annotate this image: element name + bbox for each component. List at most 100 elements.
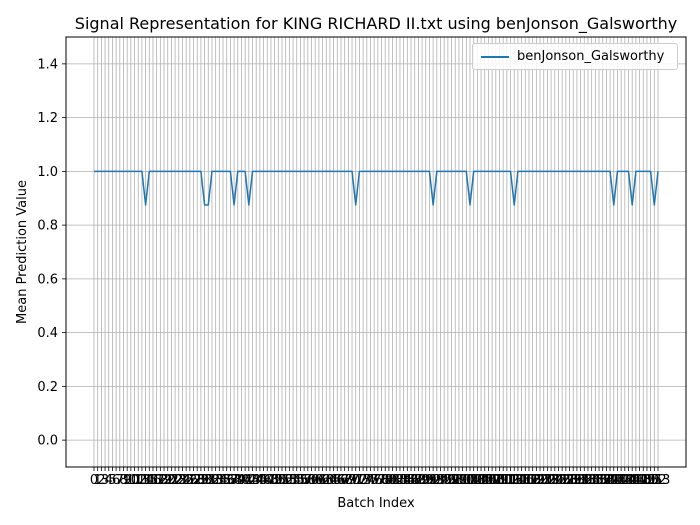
x-tick-label: 136: [583, 473, 608, 488]
x-tick-label: 69: [340, 473, 357, 488]
x-tick-label: 57: [296, 473, 313, 488]
x-tick-label: 84: [395, 473, 412, 488]
x-tick-label: 100: [450, 473, 475, 488]
x-tick-label: 149: [631, 473, 656, 488]
x-tick-label: 83: [392, 473, 409, 488]
x-tick-label: 82: [388, 473, 405, 488]
x-tick-label: 11: [126, 473, 143, 488]
x-tick-label: 65: [325, 473, 342, 488]
x-tick-label: 89: [414, 473, 431, 488]
x-tick-label: 105: [469, 473, 494, 488]
x-tick-label: 131: [564, 473, 589, 488]
x-tick-label: 17: [148, 473, 165, 488]
x-tick-label: 7: [116, 473, 124, 488]
x-tick-label: 90: [417, 473, 434, 488]
x-tick-label: 99: [451, 473, 468, 488]
y-tick-label: 0.4: [37, 326, 58, 341]
x-tick-label: 106: [472, 473, 497, 488]
x-tick-label: 80: [381, 473, 398, 488]
x-tick-label: 49: [266, 473, 283, 488]
x-tick-label: 91: [421, 473, 438, 488]
x-tick-label: 35: [215, 473, 232, 488]
x-tick-label: 6: [112, 473, 120, 488]
x-tick-label: 0: [90, 473, 98, 488]
y-tick-label: 0.2: [37, 380, 58, 395]
x-tick-label: 42: [241, 473, 258, 488]
x-tick-label: 129: [557, 473, 582, 488]
x-tick-label: 14: [137, 473, 154, 488]
x-tick-label: 113: [498, 473, 523, 488]
x-tick-label: 50: [270, 473, 287, 488]
x-tick-label: 73: [355, 473, 372, 488]
x-tick-label: 79: [377, 473, 394, 488]
x-tick-label: 110: [487, 473, 512, 488]
x-tick-label: 107: [476, 473, 501, 488]
x-tick-label: 12: [130, 473, 147, 488]
x-tick-label: 53: [281, 473, 298, 488]
x-tick-label: 24: [174, 473, 191, 488]
x-tick-label: 47: [259, 473, 276, 488]
x-tick-label: 52: [277, 473, 294, 488]
x-tick-label: 138: [590, 473, 615, 488]
x-tick-label: 44: [248, 473, 265, 488]
x-tick-label: 130: [561, 473, 586, 488]
series-layer: [94, 170, 659, 206]
x-tick-label: 71: [347, 473, 364, 488]
x-tick-label: 77: [370, 473, 387, 488]
y-tick-label: 1.0: [37, 165, 58, 180]
x-tick-label: 15: [141, 473, 158, 488]
x-tick-label: 135: [579, 473, 604, 488]
x-tick-label: 153: [646, 473, 671, 488]
x-tick-label: 59: [303, 473, 320, 488]
x-tick-label: 121: [528, 473, 553, 488]
x-tick-label: 20: [159, 473, 176, 488]
x-tick-label: 18: [152, 473, 169, 488]
x-tick-label: 41: [237, 473, 254, 488]
x-tick-label: 92: [425, 473, 442, 488]
x-tick-label: 150: [635, 473, 660, 488]
x-tick-label: 4: [105, 473, 113, 488]
x-tick-label: 48: [263, 473, 280, 488]
plot-frame: [65, 36, 687, 468]
y-tick-label: 0.8: [37, 219, 58, 234]
x-tick-label: 109: [483, 473, 508, 488]
legend-swatch: [481, 56, 509, 58]
x-tick-label: 112: [494, 473, 519, 488]
x-tick-label: 31: [200, 473, 217, 488]
x-tick-label: 74: [359, 473, 376, 488]
x-tick-label: 140: [598, 473, 623, 488]
chart-title: Signal Representation for KING RICHARD I…: [75, 14, 677, 34]
x-tick-label: 8: [119, 473, 127, 488]
y-axis-label: Mean Prediction Value: [15, 180, 30, 324]
x-tick-label: 93: [429, 473, 446, 488]
x-tick-label: 33: [207, 473, 224, 488]
x-tick-label: 30: [196, 473, 213, 488]
x-tick-label: 108: [480, 473, 505, 488]
x-tick-label: 94: [432, 473, 449, 488]
x-tick-label: 148: [627, 473, 652, 488]
x-tick-label: 26: [182, 473, 199, 488]
x-tick-label: 38: [226, 473, 243, 488]
x-tick-label: 147: [623, 473, 648, 488]
grid-lines: [66, 37, 686, 467]
legend-label: benJonson_Galsworthy: [517, 49, 665, 64]
x-tick-label: 51: [274, 473, 291, 488]
x-tick-label: 75: [362, 473, 379, 488]
x-tick-label: 34: [211, 473, 228, 488]
x-tick-label: 132: [568, 473, 593, 488]
x-tick-label: 19: [156, 473, 173, 488]
x-tick-label: 54: [285, 473, 302, 488]
x-tick-label: 62: [314, 473, 331, 488]
x-tick-label: 81: [384, 473, 401, 488]
x-tick-label: 88: [410, 473, 427, 488]
x-tick-label: 151: [638, 473, 663, 488]
x-tick-label: 117: [513, 473, 538, 488]
x-tick-label: 101: [454, 473, 479, 488]
x-tick-label: 126: [546, 473, 571, 488]
x-tick-label: 29: [193, 473, 210, 488]
x-tick-label: 97: [443, 473, 460, 488]
x-tick-label: 56: [292, 473, 309, 488]
x-tick-label: 104: [465, 473, 490, 488]
x-tick-label: 55: [288, 473, 305, 488]
